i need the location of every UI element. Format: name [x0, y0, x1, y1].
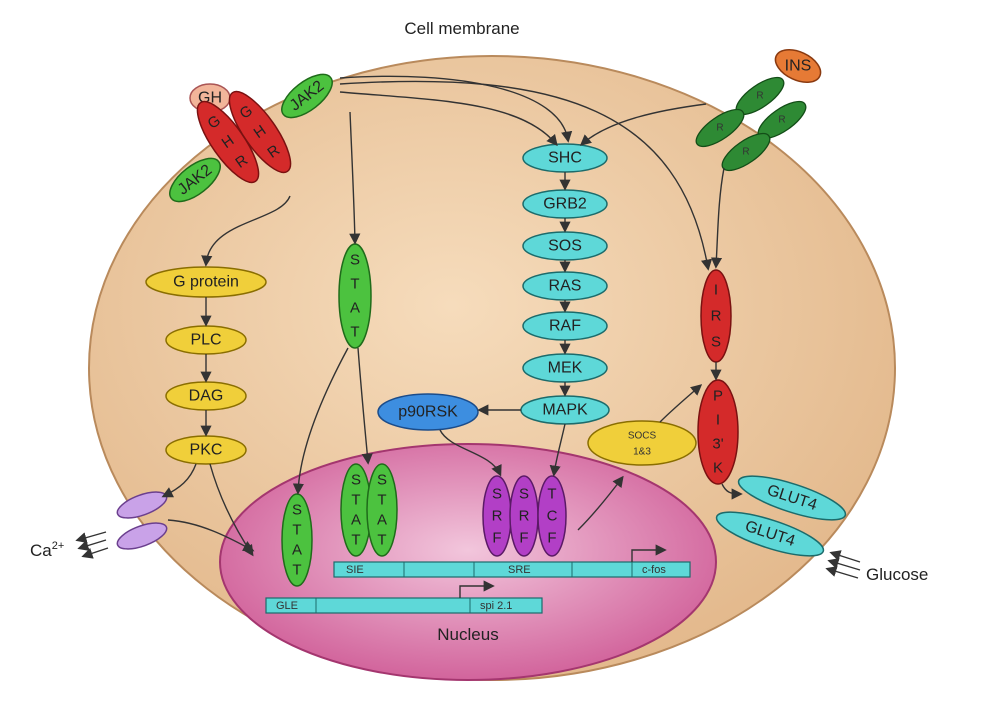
- svg-text:SHC: SHC: [548, 150, 582, 167]
- ins-ligand: [774, 49, 822, 83]
- stat-nucleus-3: S T A T: [366, 463, 398, 557]
- ins-label: INS: [785, 58, 812, 75]
- svg-text:SRE: SRE: [508, 564, 531, 576]
- svg-text:S: S: [492, 486, 502, 503]
- svg-text:R: R: [519, 508, 530, 525]
- svg-text:MEK: MEK: [548, 360, 583, 377]
- stat-nucleus-2: S T A T: [340, 463, 372, 557]
- svg-text:SOS: SOS: [548, 238, 582, 255]
- svg-text:T: T: [351, 492, 360, 509]
- svg-text:SOCS: SOCS: [628, 431, 657, 442]
- calcium-label: Ca2+: [30, 540, 64, 560]
- svg-text:GLE: GLE: [276, 600, 298, 612]
- svg-text:F: F: [492, 530, 501, 547]
- svg-text:G protein: G protein: [173, 274, 239, 291]
- p90rsk-label: p90RSK: [398, 404, 458, 421]
- svg-text:K: K: [713, 460, 723, 477]
- svg-text:PKC: PKC: [190, 442, 223, 459]
- svg-text:I: I: [714, 282, 718, 299]
- svg-text:C: C: [547, 508, 558, 525]
- svg-text:T: T: [292, 562, 301, 579]
- svg-text:S: S: [350, 252, 360, 269]
- insulin-receptor: R R R R: [695, 76, 807, 172]
- svg-text:T: T: [350, 276, 359, 293]
- svg-text:R: R: [716, 123, 723, 134]
- svg-text:DAG: DAG: [189, 388, 224, 405]
- calcium-arrows: [75, 531, 109, 559]
- svg-text:c-fos: c-fos: [642, 564, 666, 576]
- svg-text:T: T: [350, 324, 359, 341]
- svg-text:PLC: PLC: [190, 332, 221, 349]
- socs-node: SOCS 1&3: [587, 420, 697, 466]
- pathway-arrows: [161, 75, 743, 557]
- stat-nucleus-1: S T A T: [281, 493, 313, 587]
- svg-text:R: R: [711, 308, 722, 325]
- svg-text:A: A: [350, 300, 360, 317]
- svg-text:SIE: SIE: [346, 564, 364, 576]
- pi3k-node: P I 3' K: [697, 379, 739, 485]
- svg-text:T: T: [292, 522, 301, 539]
- svg-text:A: A: [377, 512, 387, 529]
- glucose-arrows: [825, 550, 861, 579]
- ghr-left: G H R: [196, 100, 260, 184]
- svg-text:MAPK: MAPK: [542, 402, 588, 419]
- svg-text:F: F: [519, 530, 528, 547]
- svg-text:R: R: [756, 91, 763, 102]
- svg-text:spi 2.1: spi 2.1: [480, 600, 512, 612]
- svg-text:T: T: [351, 532, 360, 549]
- svg-text:I: I: [716, 412, 720, 429]
- svg-text:GRB2: GRB2: [543, 196, 587, 213]
- dna-top: SIE SRE c-fos: [333, 544, 691, 578]
- stat-cytoplasm: S T A T: [338, 243, 372, 349]
- cell-membrane-label: Cell membrane: [404, 19, 519, 38]
- svg-text:S: S: [292, 502, 302, 519]
- srf-1: S R F: [482, 475, 512, 557]
- calcium-channel: [116, 491, 168, 550]
- svg-text:A: A: [351, 512, 361, 529]
- svg-text:S: S: [377, 472, 387, 489]
- dna-bottom: GLE spi 2.1: [265, 580, 543, 614]
- svg-text:3': 3': [712, 436, 723, 453]
- svg-text:S: S: [519, 486, 529, 503]
- svg-text:1&3: 1&3: [633, 447, 651, 458]
- svg-text:RAS: RAS: [549, 278, 582, 295]
- g-protein-chain: G protein PLC DAG PKC: [145, 266, 267, 465]
- svg-text:S: S: [351, 472, 361, 489]
- svg-text:P: P: [713, 388, 723, 405]
- tcf: T C F: [537, 475, 567, 557]
- svg-text:S: S: [711, 334, 721, 351]
- nucleus-label: Nucleus: [437, 625, 498, 644]
- svg-text:T: T: [377, 492, 386, 509]
- glucose-label: Glucose: [866, 565, 928, 584]
- ghr-right: G H R: [228, 90, 292, 174]
- svg-text:T: T: [377, 532, 386, 549]
- svg-text:R: R: [778, 115, 785, 126]
- svg-text:F: F: [547, 530, 556, 547]
- svg-text:R: R: [492, 508, 503, 525]
- svg-text:T: T: [547, 486, 556, 503]
- srf-2: S R F: [509, 475, 539, 557]
- svg-text:R: R: [742, 147, 749, 158]
- svg-text:A: A: [292, 542, 302, 559]
- svg-text:RAF: RAF: [549, 318, 581, 335]
- irs-node: I R S: [700, 269, 732, 363]
